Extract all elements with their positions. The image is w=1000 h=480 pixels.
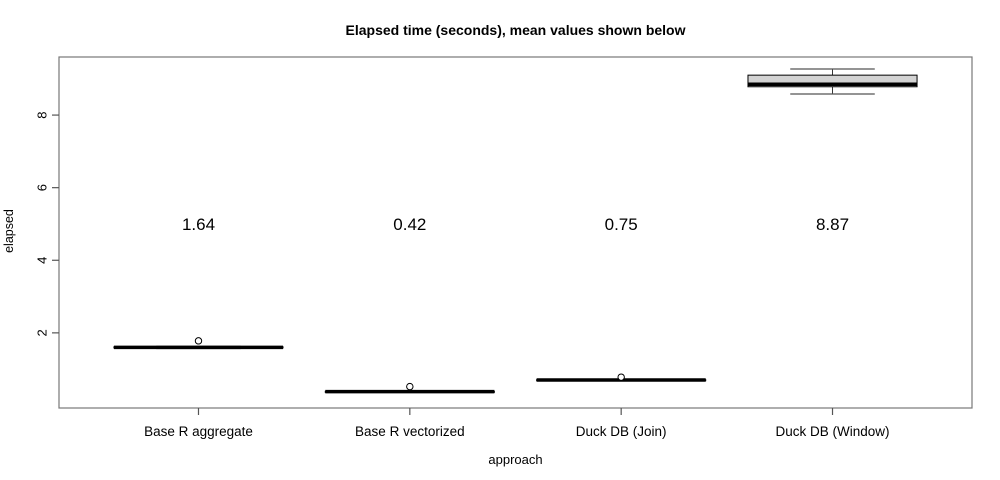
- x-category-label: Base R aggregate: [144, 424, 253, 439]
- outlier-point: [406, 382, 414, 391]
- box-iqr: [747, 74, 918, 88]
- x-axis-title: approach: [488, 452, 543, 467]
- mean-value-label: 8.87: [816, 215, 849, 234]
- outlier-point: [194, 337, 203, 345]
- x-category-label: Base R vectorized: [355, 424, 465, 439]
- x-category-label: Duck DB (Join): [576, 424, 667, 439]
- plot-frame: [58, 56, 973, 409]
- y-tick-label: 4: [34, 257, 49, 264]
- y-axis-title: elapsed: [2, 209, 16, 253]
- mean-value-label: 1.64: [182, 215, 215, 234]
- y-tick-label: 8: [34, 111, 49, 118]
- y-tick-label: 6: [34, 184, 49, 191]
- x-category-label: Duck DB (Window): [775, 424, 889, 439]
- outlier-point: [617, 373, 625, 381]
- mean-value-label: 0.42: [393, 215, 426, 234]
- mean-value-label: 0.75: [605, 215, 638, 234]
- y-tick-label: 2: [34, 329, 49, 336]
- chart-title: Elapsed time (seconds), mean values show…: [345, 22, 686, 38]
